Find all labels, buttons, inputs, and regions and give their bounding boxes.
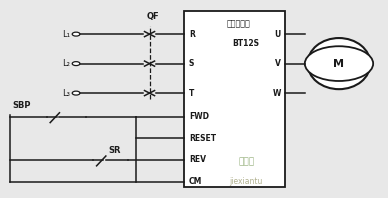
Text: FWD: FWD xyxy=(189,112,209,121)
Text: W: W xyxy=(273,89,281,98)
Text: M: M xyxy=(333,59,345,69)
Circle shape xyxy=(72,91,80,95)
Bar xyxy=(184,10,285,188)
Text: jiexiantu: jiexiantu xyxy=(230,177,263,186)
Circle shape xyxy=(305,46,373,81)
Text: CM: CM xyxy=(189,177,203,186)
Text: U: U xyxy=(275,30,281,39)
Circle shape xyxy=(72,62,80,66)
Text: R: R xyxy=(189,30,195,39)
Text: BT12S: BT12S xyxy=(233,39,260,49)
Text: S: S xyxy=(189,59,194,68)
Text: T: T xyxy=(189,89,194,98)
Circle shape xyxy=(72,32,80,36)
Text: L₂: L₂ xyxy=(62,59,70,68)
Text: L₁: L₁ xyxy=(62,30,70,39)
Text: L₃: L₃ xyxy=(62,89,70,98)
Text: QF: QF xyxy=(147,12,160,21)
Text: SR: SR xyxy=(109,146,121,155)
Text: V: V xyxy=(275,59,281,68)
Ellipse shape xyxy=(308,38,371,89)
Text: REV: REV xyxy=(189,155,206,165)
Text: SBP: SBP xyxy=(12,101,31,110)
Text: RESET: RESET xyxy=(189,134,216,143)
Text: 森兰变频器: 森兰变频器 xyxy=(227,20,250,29)
Text: 杨伟图: 杨伟图 xyxy=(238,157,254,166)
